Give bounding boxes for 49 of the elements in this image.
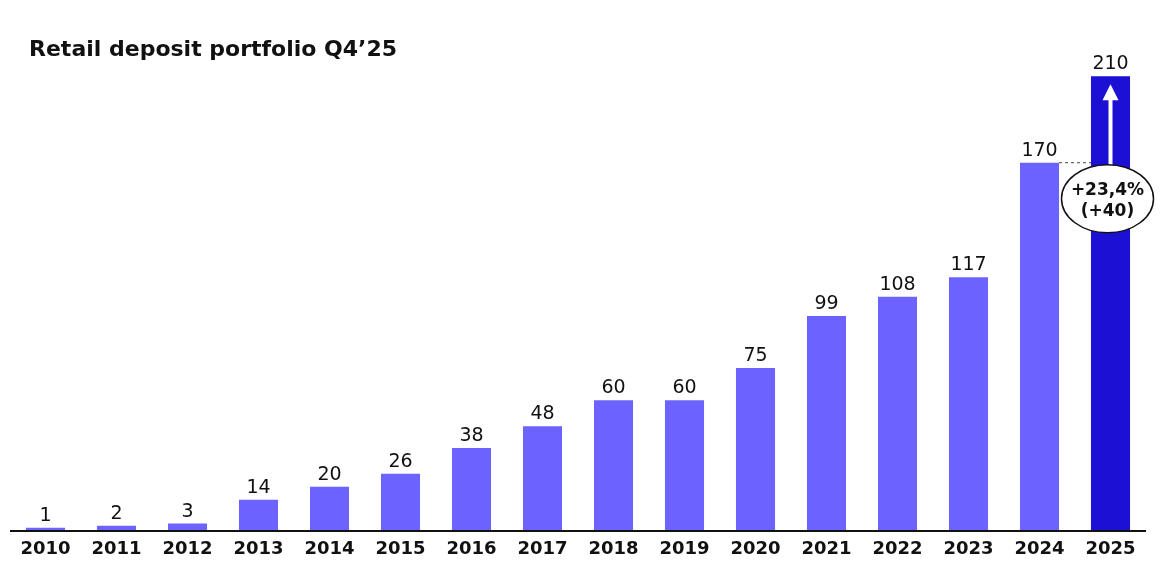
x-tick-label: 2025 bbox=[1085, 536, 1136, 558]
x-tick-label: 2020 bbox=[730, 536, 781, 558]
x-tick-label: 2024 bbox=[1014, 536, 1065, 558]
data-label: 108 bbox=[879, 271, 916, 294]
data-label: 60 bbox=[601, 375, 626, 398]
chart-title: Retail deposit portfolio Q4’25 bbox=[29, 35, 398, 61]
bar bbox=[25, 527, 66, 530]
x-tick-label: 2010 bbox=[20, 536, 71, 558]
data-label: 38 bbox=[459, 422, 484, 445]
data-label: 1 bbox=[39, 502, 52, 525]
x-tick-label: 2018 bbox=[588, 536, 639, 558]
data-label: 20 bbox=[317, 461, 342, 484]
data-label: 48 bbox=[530, 401, 555, 424]
annotation: +23,4% (+40) bbox=[1070, 178, 1145, 220]
data-label: 75 bbox=[743, 342, 768, 365]
x-tick-label: 2011 bbox=[91, 536, 142, 558]
data-label: 170 bbox=[1021, 137, 1058, 160]
bar bbox=[451, 447, 492, 530]
x-tick-label: 2019 bbox=[659, 536, 710, 558]
bar bbox=[96, 525, 137, 530]
x-tick-label: 2012 bbox=[162, 536, 213, 558]
x-tick-label: 2013 bbox=[233, 536, 284, 558]
bar bbox=[167, 523, 208, 530]
data-label: 14 bbox=[246, 474, 271, 497]
data-label: 117 bbox=[950, 252, 987, 275]
data-label: 3 bbox=[181, 498, 194, 521]
data-label: 210 bbox=[1092, 51, 1129, 74]
data-label: 60 bbox=[672, 375, 697, 398]
x-tick-label: 2015 bbox=[375, 536, 426, 558]
x-tick-label: 2023 bbox=[943, 536, 994, 558]
x-tick-label: 2022 bbox=[872, 536, 923, 558]
bar bbox=[664, 400, 705, 530]
bar bbox=[309, 486, 350, 530]
bar bbox=[806, 316, 847, 530]
x-tick-label: 2021 bbox=[801, 536, 852, 558]
x-tick-label: 2017 bbox=[517, 536, 568, 558]
bar bbox=[735, 367, 776, 530]
x-tick-label: 2014 bbox=[304, 536, 355, 558]
bar bbox=[593, 400, 634, 530]
x-tick-label: 2016 bbox=[446, 536, 497, 558]
bar bbox=[1019, 162, 1060, 530]
data-label: 2 bbox=[110, 500, 123, 523]
bar bbox=[948, 277, 989, 530]
data-label: 26 bbox=[388, 448, 413, 471]
data-label: 99 bbox=[814, 291, 839, 314]
bar bbox=[522, 426, 563, 530]
bar bbox=[238, 499, 279, 530]
bar bbox=[380, 473, 421, 530]
bar bbox=[877, 296, 918, 530]
